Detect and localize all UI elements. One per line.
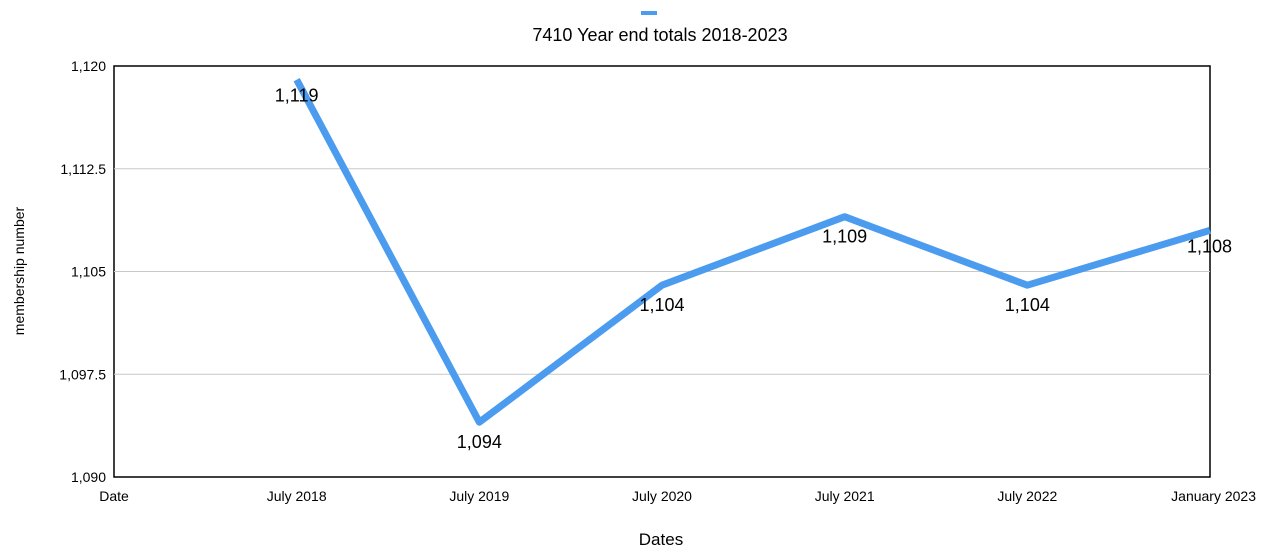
y-tick-label: 1,120 [71,58,106,74]
y-tick-label: 1,112.5 [60,161,106,177]
data-label: 1,104 [639,295,684,315]
data-label: 1,109 [822,227,867,247]
x-tick-label: July 2019 [449,488,509,504]
series-line [293,78,1212,426]
x-tick-label: July 2022 [997,488,1057,504]
data-label: 1,119 [275,86,319,106]
x-axis-title: Dates [639,530,683,548]
x-tick-label: Date [99,488,129,504]
x-tick-label: July 2018 [267,488,327,504]
legend-label: 7410 Year end totals 2018-2023 [532,25,787,45]
data-label: 1,094 [457,432,502,452]
data-label: 1,104 [1005,295,1050,315]
y-axis-ticks: 1,090 1,097.5 1,105 1,112.5 1,120 [59,58,106,485]
y-tick-label: 1,105 [71,264,106,280]
gridlines [114,168,1210,375]
x-axis-ticks: Date July 2018 July 2019 July 2020 July 2021… [99,488,1256,504]
data-label: 1,108 [1187,236,1232,256]
x-tick-label: July 2020 [632,488,692,504]
x-tick-label: January 2023 [1171,488,1256,504]
series-line-group [293,78,1212,426]
y-tick-label: 1,090 [71,469,106,485]
y-tick-label: 1,097.5 [59,366,106,382]
x-tick-label: July 2021 [815,488,875,504]
y-axis-title: membership number [11,206,27,335]
data-labels: 1,119 1,094 1,104 1,109 1,104 1,108 [275,86,1232,453]
